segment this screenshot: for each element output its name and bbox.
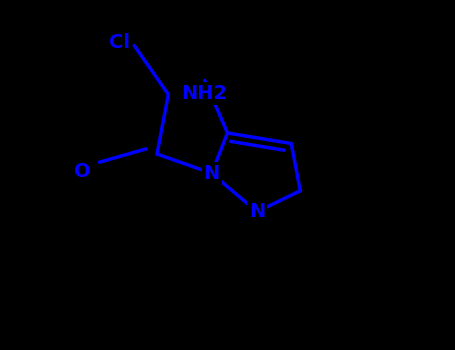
Text: Cl: Cl [109, 33, 130, 51]
Text: N: N [249, 202, 265, 221]
Text: N: N [203, 164, 220, 183]
Text: O: O [74, 162, 91, 181]
Text: NH2: NH2 [182, 84, 228, 103]
